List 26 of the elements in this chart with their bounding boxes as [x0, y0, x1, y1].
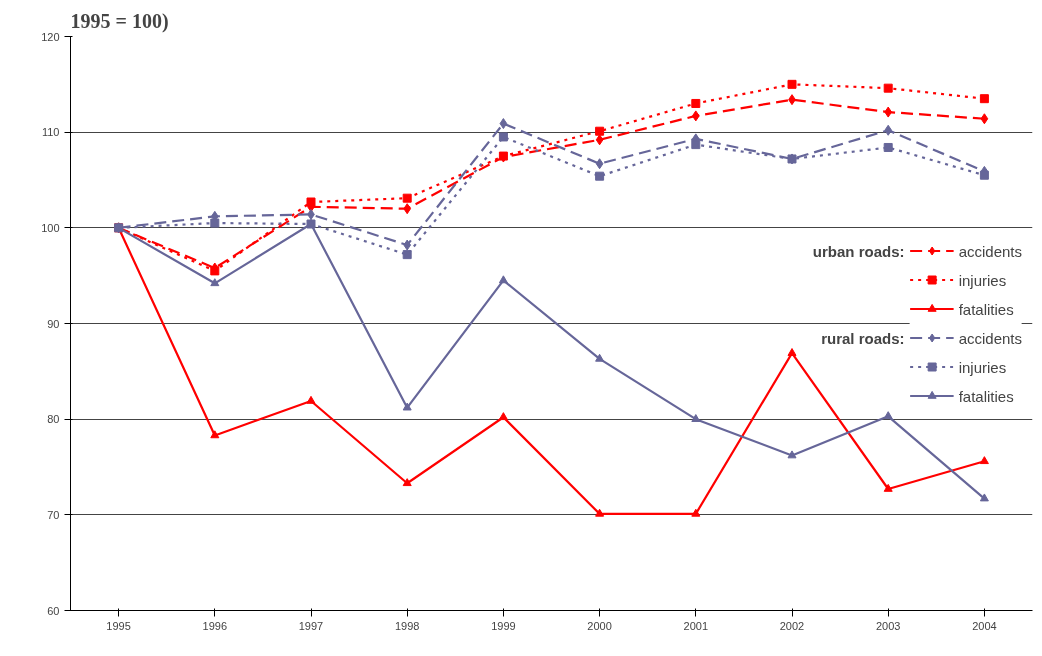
x-tick-label: 2001: [683, 619, 709, 632]
x-tick-label: 2003: [875, 619, 901, 632]
x-tick-label: 2000: [587, 619, 612, 632]
legend-label: injuries: [958, 270, 1007, 290]
y-tick-label: 120: [41, 30, 60, 43]
y-tick-label: 90: [47, 317, 60, 330]
x-tick-label: 2002: [779, 619, 805, 632]
legend-label: accidents: [958, 241, 1022, 261]
y-tick-label: 60: [47, 604, 60, 617]
chart-title: 1995 = 100): [70, 9, 169, 33]
x-tick-label: 1999: [491, 619, 516, 632]
y-tick-label: 110: [41, 126, 60, 139]
x-tick-label: 1996: [202, 619, 228, 632]
annotation: urban roads:: [812, 242, 905, 260]
legend-label: fatalities: [958, 386, 1014, 406]
legend-label: injuries: [958, 357, 1007, 377]
x-tick-label: 1997: [298, 619, 324, 632]
x-tick-label: 1995: [106, 619, 131, 632]
x-tick-label: 1998: [394, 619, 420, 632]
x-tick-label: 2004: [972, 619, 997, 632]
y-tick-label: 70: [47, 508, 60, 521]
legend-label: fatalities: [958, 299, 1014, 319]
y-tick-label: 80: [47, 413, 60, 426]
annotation: rural roads:: [821, 329, 905, 347]
y-tick-label: 100: [41, 221, 60, 234]
legend-label: accidents: [958, 328, 1022, 348]
